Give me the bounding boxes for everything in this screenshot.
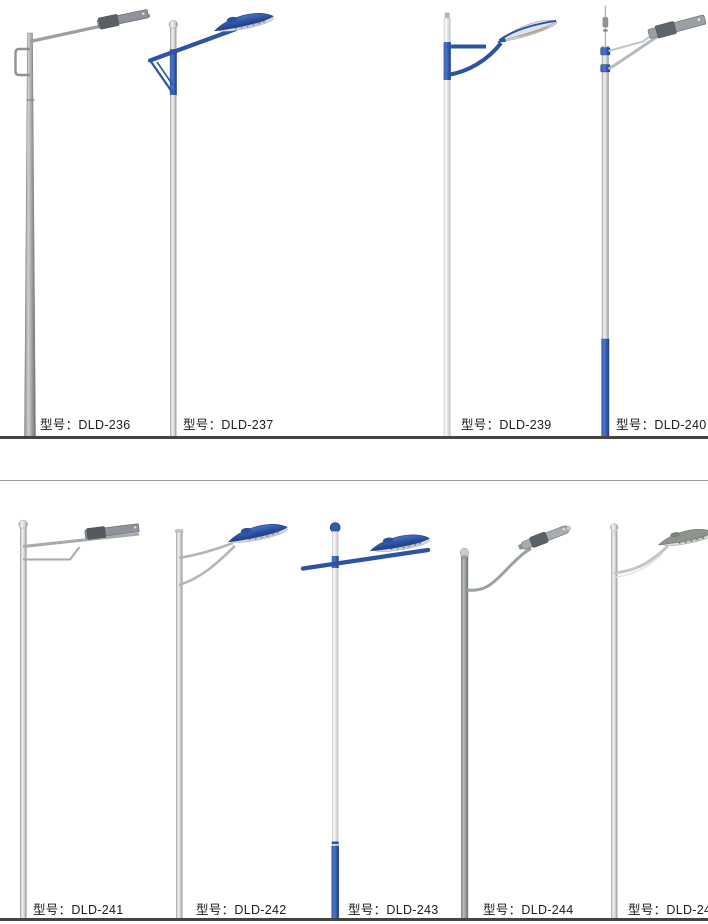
pole <box>611 530 618 920</box>
ground-line-top <box>0 436 708 439</box>
lamp-arm-curve <box>446 41 503 77</box>
lamp-arm <box>607 33 661 71</box>
lamp-figure-dld-241 <box>18 519 140 920</box>
lamp-head <box>212 8 275 36</box>
lamp-figure-dld-243 <box>300 522 431 920</box>
lamp-head <box>84 523 140 540</box>
pole <box>461 557 469 920</box>
lamp-head <box>496 19 557 43</box>
lamp-figure-dld-244 <box>459 525 571 920</box>
section-divider-line <box>0 480 708 481</box>
lamp-figure-dld-242 <box>175 519 289 920</box>
lamp-figure-dld-245 <box>610 523 708 920</box>
lamp-head <box>517 525 571 550</box>
arm-lower-bar <box>23 546 81 561</box>
pole-finial-ball <box>329 522 341 533</box>
pole-finial <box>444 12 450 18</box>
lamp-arm <box>613 544 670 575</box>
ground-line-bottom <box>0 918 708 921</box>
lamp-head <box>226 519 289 547</box>
lamp-head <box>657 528 708 546</box>
pole <box>175 531 183 920</box>
pole-blue-base <box>331 845 339 920</box>
pole <box>443 17 451 438</box>
pole-cap <box>459 548 469 557</box>
lamp-arm <box>22 532 140 548</box>
triangle-bracket <box>149 60 174 94</box>
arm-strut <box>608 36 650 52</box>
pole-blue-band <box>169 49 177 95</box>
model-label-dld-243: 型号：DLD-243 <box>348 903 439 917</box>
model-label-dld-244: 型号：DLD-244 <box>483 903 574 917</box>
lamp-arm-upper <box>178 541 234 560</box>
side-loop-bracket <box>14 47 30 77</box>
pole-finial-ball <box>168 19 178 30</box>
model-label-dld-237: 型号：DLD-237 <box>183 418 274 432</box>
lamp-figure-dld-240 <box>600 5 707 438</box>
lamp-head <box>96 9 149 30</box>
catalog-row-top-illustrations <box>14 5 707 438</box>
lamp-arm <box>300 547 431 571</box>
pole-blue-base <box>601 338 610 438</box>
lamp-arm <box>147 26 239 63</box>
lamp-figure-dld-239 <box>443 12 557 438</box>
catalog-row-bottom-illustrations <box>18 519 708 920</box>
model-label-dld-239: 型号：DLD-239 <box>461 418 552 432</box>
lamp-figure-dld-236 <box>14 9 151 438</box>
pole-blue-band <box>443 42 451 80</box>
lamp-figure-dld-237 <box>147 8 275 438</box>
pole-finial-ball <box>18 519 28 530</box>
pole-blue-ring <box>331 841 339 845</box>
lamp-arm <box>466 547 532 592</box>
model-label-dld-245: 型号：DLD-245 <box>628 903 708 917</box>
model-label-dld-236: 型号：DLD-236 <box>40 418 131 432</box>
pole-finial-ball <box>610 523 619 532</box>
model-label-dld-240: 型号：DLD-240 <box>616 418 707 432</box>
lamp-head <box>647 14 707 39</box>
pole <box>20 527 27 920</box>
model-label-dld-241: 型号：DLD-241 <box>33 903 124 917</box>
lamp-arm-lower <box>178 545 236 587</box>
antenna-fixture <box>602 17 609 28</box>
pole <box>24 32 36 438</box>
model-label-dld-242: 型号：DLD-242 <box>196 903 287 917</box>
